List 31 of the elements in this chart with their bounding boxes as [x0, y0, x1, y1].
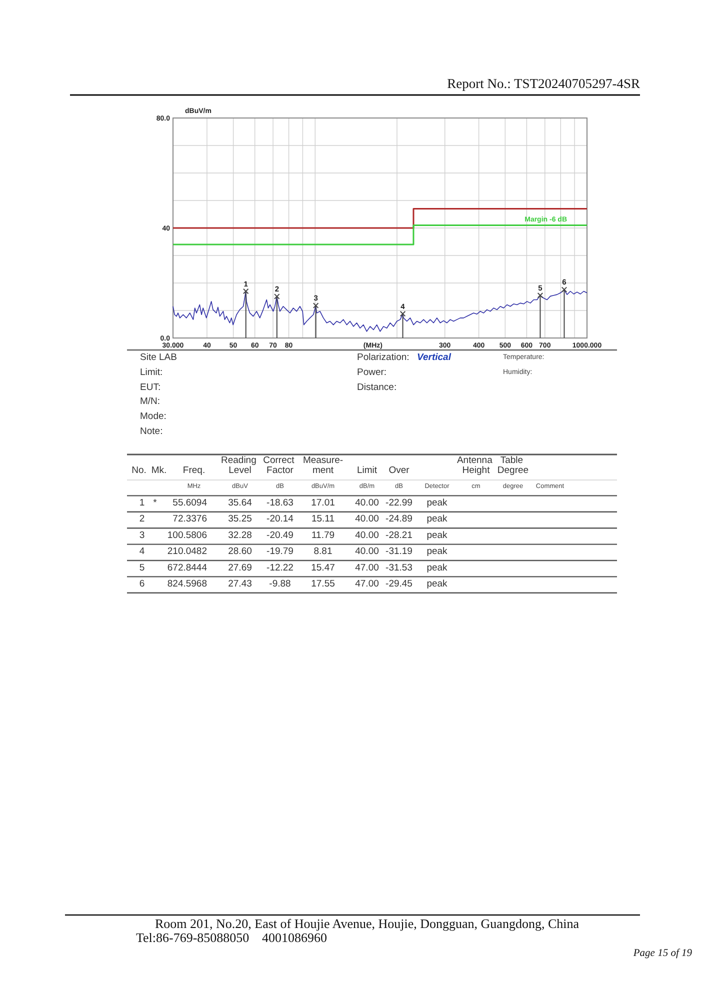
text: Site LAB — [140, 352, 177, 363]
text: 2 72.3376 35.25 -20.14 15.11 40.00 -24.89 peak — [139, 514, 448, 525]
text: Room 201, No.20, East of Houjie Avenue, Houjie, Dongguan, Guangdong, China — [154, 916, 580, 931]
text: Measure-ment — [302, 455, 344, 476]
text: Mk. — [151, 465, 167, 476]
text: Report No.: TST20240705297-4SR — [447, 76, 640, 91]
text: Table Degree — [497, 455, 529, 476]
text: Distance: — [357, 382, 397, 393]
text: Vertical — [417, 352, 452, 363]
text: M/N: — [140, 396, 160, 407]
text: 1 * 55.6094 35.64 -18.63 17.01 40.00 -22.99 peak — [139, 498, 448, 508]
text: Antenna Height — [456, 455, 496, 476]
text: Note: — [140, 426, 163, 437]
text: 3 100.5806 32.28 -20.49 11.79 40.00 -28.21 peak — [139, 530, 448, 541]
text: Freq. — [182, 465, 206, 476]
text: Polarization: — [357, 352, 410, 363]
text: Tel:86-769-85088050 — [136, 930, 250, 945]
text: Power: — [357, 367, 387, 378]
text: 5 672.8444 27.69 -12.22 15.47 47.00 -31.53 peak — [139, 562, 448, 574]
text: Limit — [356, 465, 378, 476]
text: Limit: — [140, 367, 163, 378]
text: Page 15 of 19 — [632, 948, 693, 959]
text: No. — [132, 465, 146, 476]
text: Reading Level — [220, 455, 260, 476]
text: EUT: — [140, 382, 161, 393]
text: Mode: — [140, 411, 166, 422]
text: 4001086960 — [262, 930, 327, 945]
text: Correct Factor — [263, 455, 297, 476]
text: Over — [388, 465, 410, 476]
text: 4 210.0482 28.60 -19.79 8.81 40.00 -31.19 peak — [139, 546, 448, 558]
text: 6 824.5968 27.43 -9.88 17.55 47.00 -29.45 peak — [139, 578, 448, 590]
